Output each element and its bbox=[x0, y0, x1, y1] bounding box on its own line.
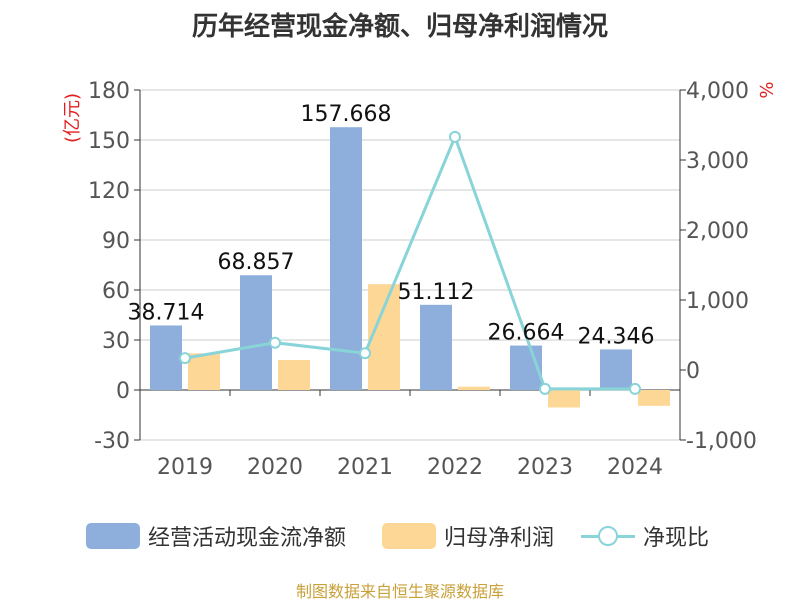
bars bbox=[150, 127, 670, 408]
data-labels: 38.714 68.857 157.668 51.112 26.664 24.346 bbox=[128, 102, 655, 349]
y-left-tick-label: 120 bbox=[88, 179, 130, 204]
x-tick-label: 2022 bbox=[427, 455, 483, 480]
x-tick-label: 2021 bbox=[337, 455, 393, 480]
y-left-tick-label: 0 bbox=[116, 379, 130, 404]
bar-net-profit-2023 bbox=[548, 390, 580, 408]
bar-cashflow-2020 bbox=[240, 275, 272, 390]
data-label-cashflow-2022: 51.112 bbox=[398, 280, 475, 305]
ratio-line bbox=[179, 130, 641, 395]
data-label-cashflow-2021: 157.668 bbox=[301, 102, 392, 127]
ratio-polyline bbox=[184, 132, 635, 391]
ratio-point-2019 bbox=[179, 352, 191, 365]
bar-net-profit-2019 bbox=[188, 353, 220, 390]
y-left-unit-label: (亿元) bbox=[62, 93, 83, 143]
bar-cashflow-2021 bbox=[330, 127, 362, 390]
legend-label-cashflow: 经营活动现金流净额 bbox=[148, 526, 347, 551]
data-label-cashflow-2024: 24.346 bbox=[578, 324, 655, 349]
data-source: 制图数据来自恒生聚源数据库 bbox=[295, 582, 504, 601]
chart-title: 历年经营现金净额、归母净利润情况 bbox=[191, 12, 608, 42]
x-tick-label: 2019 bbox=[157, 455, 213, 480]
y-left-tick-label: 60 bbox=[102, 279, 130, 304]
y-right-tick-label: 4,000 bbox=[686, 79, 749, 104]
y-right-tick-label: 2,000 bbox=[686, 219, 749, 244]
data-label-cashflow-2019: 38.714 bbox=[128, 300, 205, 325]
legend-label-net-profit: 归母净利润 bbox=[444, 526, 555, 551]
data-label-cashflow-2020: 68.857 bbox=[218, 250, 295, 275]
y-right-tick-label: 3,000 bbox=[686, 149, 749, 174]
y-right-tick-label: -1,000 bbox=[686, 429, 757, 454]
data-label-cashflow-2023: 26.664 bbox=[488, 321, 565, 346]
legend-item-ratio[interactable]: 净现比 bbox=[581, 516, 709, 556]
legend-swatch-net-profit bbox=[382, 523, 436, 549]
legend-label-ratio: 净现比 bbox=[643, 526, 710, 551]
y-left-tick-label: 180 bbox=[88, 79, 130, 104]
legend-swatch-cashflow bbox=[86, 523, 140, 549]
ratio-point-2024 bbox=[629, 382, 641, 395]
ratio-point-2022 bbox=[449, 130, 461, 143]
bar-net-profit-2024 bbox=[638, 390, 670, 406]
axes: -30 0 30 60 90 120 150 180 -1,000 0 1,000 2,000 3,00… bbox=[62, 79, 776, 480]
x-tick-label: 2023 bbox=[517, 455, 573, 480]
x-tick-label: 2024 bbox=[607, 455, 663, 480]
bar-net-profit-2021 bbox=[368, 284, 400, 390]
bar-net-profit-2020 bbox=[278, 360, 310, 390]
y-left-tick-label: 30 bbox=[102, 329, 130, 354]
legend-item-net-profit[interactable]: 归母净利润 bbox=[382, 516, 554, 556]
y-right-unit-label: % bbox=[755, 81, 776, 98]
ratio-point-2021 bbox=[359, 347, 371, 360]
legend-item-cashflow[interactable]: 经营活动现金流净额 bbox=[86, 516, 346, 556]
legend: 经营活动现金流净额 归母净利润 净现比 bbox=[0, 516, 800, 556]
bar-net-profit-2022 bbox=[458, 386, 490, 390]
y-left-tick-label: 150 bbox=[88, 129, 130, 154]
ratio-point-2023 bbox=[539, 382, 551, 395]
y-left-tick-label: 90 bbox=[102, 229, 130, 254]
y-right-tick-label: 1,000 bbox=[686, 289, 749, 314]
y-right-tick-label: 0 bbox=[686, 359, 700, 384]
legend-swatch-ratio bbox=[581, 523, 635, 549]
bar-cashflow-2019 bbox=[150, 325, 182, 390]
y-left-tick-label: -30 bbox=[94, 429, 130, 454]
ratio-point-2020 bbox=[269, 336, 281, 349]
bar-cashflow-2024 bbox=[600, 349, 632, 390]
bar-cashflow-2022 bbox=[420, 304, 452, 390]
x-tick-label: 2020 bbox=[247, 455, 303, 480]
